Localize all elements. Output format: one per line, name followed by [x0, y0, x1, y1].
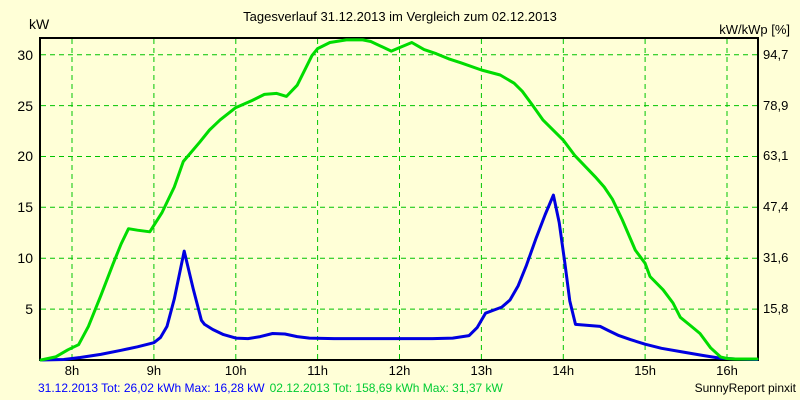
right-axis-tick-78,9: 78,9	[763, 97, 789, 113]
page-title: Tagesverlauf 31.12.2013 im Vergleich zum…	[243, 9, 557, 24]
x-axis-tick-8h: 8h	[64, 363, 80, 378]
series-line-blue	[39, 193, 759, 362]
x-axis-tick-15h: 15h	[634, 363, 656, 378]
right-axis-tick-15,8: 15,8	[763, 301, 789, 317]
left-axis-tick-25: 25	[17, 97, 33, 114]
footer-stats-line: 31.12.2013 Tot: 26,02 kWh Max: 16,28 kW 0…	[38, 381, 503, 395]
x-axis-tick-16h: 16h	[716, 363, 738, 378]
left-axis-unit-label: kW	[29, 16, 50, 32]
x-axis-tick-12h: 12h	[388, 363, 411, 378]
x-axis-tick-10h: 10h	[224, 363, 247, 378]
x-axis-tick-9h: 9h	[146, 363, 162, 378]
right-axis-tick-63,1: 63,1	[763, 148, 789, 164]
right-axis-tick-94,7: 94,7	[763, 46, 789, 62]
x-axis-tick-14h: 14h	[552, 363, 575, 378]
right-axis-tick-31,6: 31,6	[763, 250, 789, 266]
x-axis-tick-11h: 11h	[307, 363, 328, 378]
left-axis-tick-5: 5	[25, 301, 33, 318]
x-axis-tick-13h: 13h	[470, 363, 493, 378]
series-line-green	[39, 38, 759, 362]
footer-series1-stats: 31.12.2013 Tot: 26,02 kWh Max: 16,28 kW	[38, 381, 265, 395]
right-axis-unit-label: kW/kWp [%]	[719, 22, 790, 37]
right-axis-tick-47,4: 47,4	[763, 199, 789, 215]
footer-series2-stats: 02.12.2013 Tot: 158,69 kWh Max: 31,37 kW	[269, 381, 503, 395]
left-axis-tick-10: 10	[17, 250, 33, 267]
left-axis-tick-20: 20	[17, 148, 33, 165]
left-axis-tick-15: 15	[17, 199, 33, 216]
credit-label: SunnyReport pinxit	[694, 381, 796, 395]
plot-frame	[39, 37, 759, 361]
left-axis-tick-30: 30	[17, 46, 33, 63]
